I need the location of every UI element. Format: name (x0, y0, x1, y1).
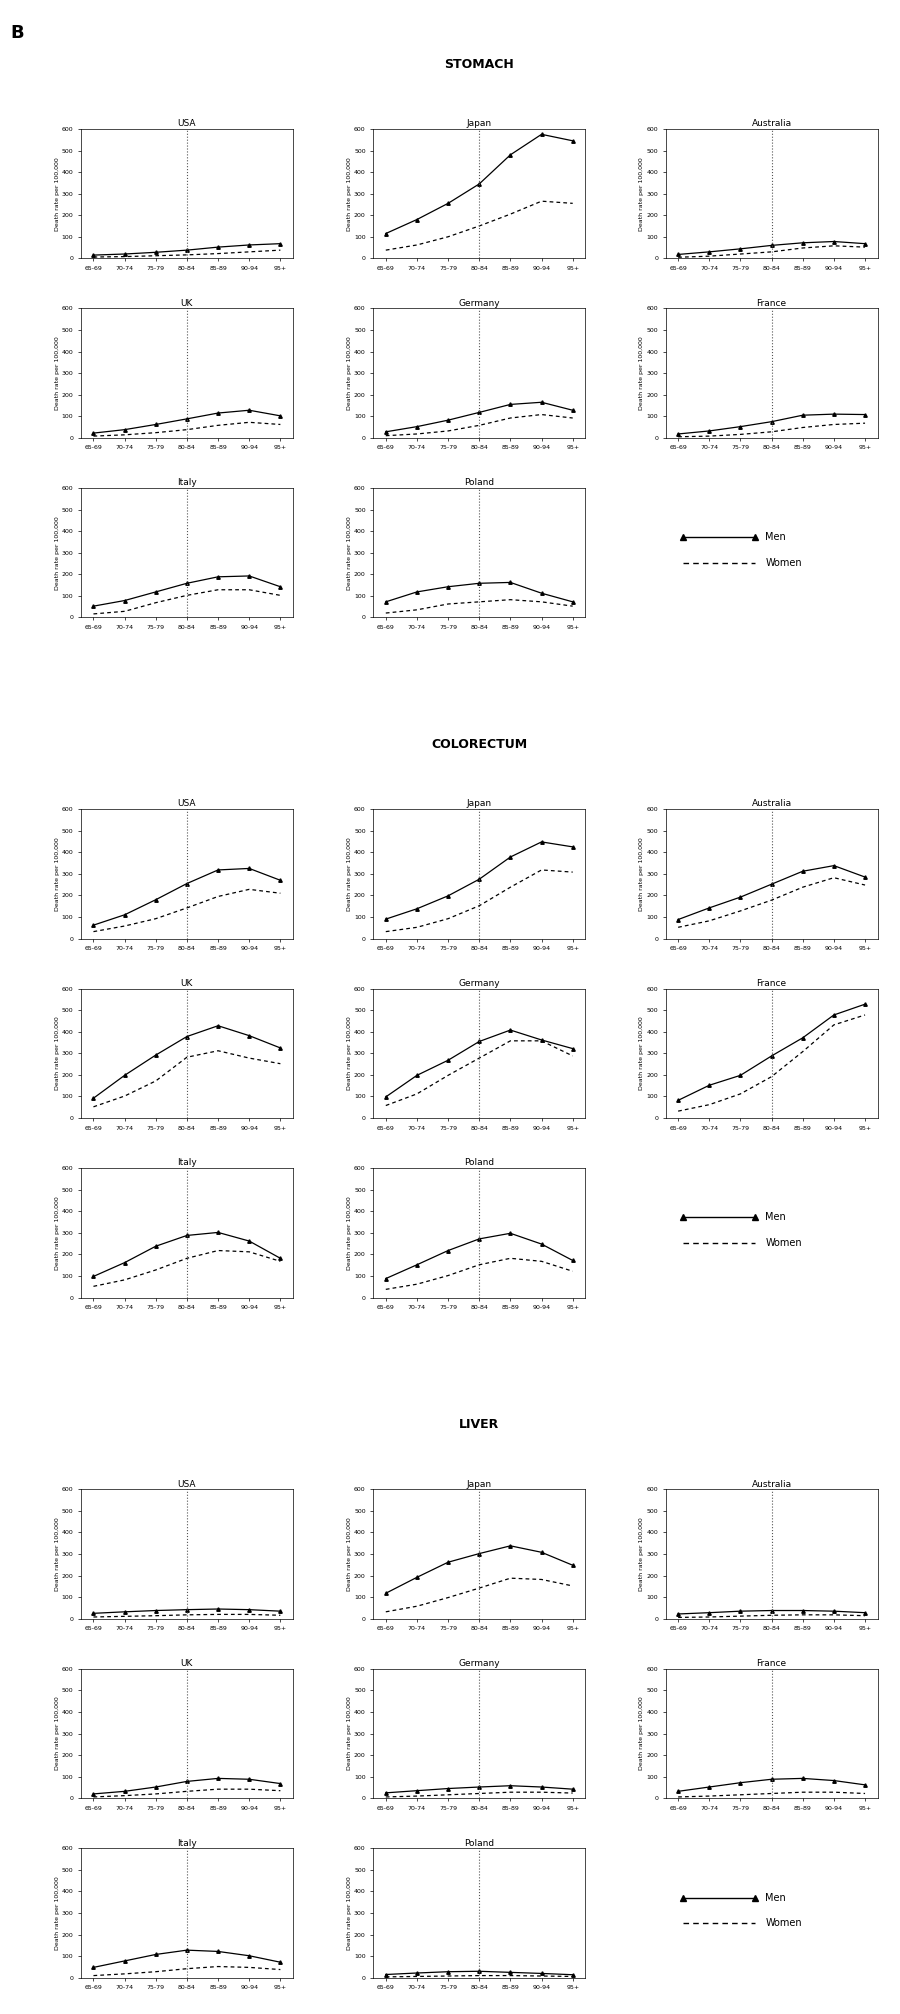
Title: Poland: Poland (464, 1839, 494, 1847)
Title: France: France (757, 298, 787, 308)
Title: Japan: Japan (467, 800, 491, 808)
Y-axis label: Death rate per 100,000: Death rate per 100,000 (55, 838, 59, 910)
Title: Poland: Poland (464, 1158, 494, 1168)
Y-axis label: Death rate per 100,000: Death rate per 100,000 (346, 157, 352, 230)
Text: Women: Women (765, 1919, 802, 1927)
Text: B: B (11, 24, 24, 42)
Text: Women: Women (765, 1239, 802, 1249)
Title: UK: UK (181, 1660, 194, 1668)
Title: Germany: Germany (458, 979, 500, 989)
Title: UK: UK (181, 979, 194, 989)
Title: Italy: Italy (177, 1158, 197, 1168)
Y-axis label: Death rate per 100,000: Death rate per 100,000 (639, 1017, 644, 1090)
Y-axis label: Death rate per 100,000: Death rate per 100,000 (346, 1877, 352, 1950)
Y-axis label: Death rate per 100,000: Death rate per 100,000 (346, 336, 352, 411)
Y-axis label: Death rate per 100,000: Death rate per 100,000 (55, 516, 59, 590)
Text: STOMACH: STOMACH (445, 58, 514, 70)
Y-axis label: Death rate per 100,000: Death rate per 100,000 (346, 516, 352, 590)
Title: USA: USA (177, 119, 196, 129)
Text: COLORECTUM: COLORECTUM (431, 739, 527, 751)
Y-axis label: Death rate per 100,000: Death rate per 100,000 (55, 1517, 59, 1591)
Title: Australia: Australia (752, 800, 792, 808)
Y-axis label: Death rate per 100,000: Death rate per 100,000 (55, 1017, 59, 1090)
Y-axis label: Death rate per 100,000: Death rate per 100,000 (346, 838, 352, 910)
Y-axis label: Death rate per 100,000: Death rate per 100,000 (346, 1696, 352, 1770)
Y-axis label: Death rate per 100,000: Death rate per 100,000 (346, 1196, 352, 1269)
Y-axis label: Death rate per 100,000: Death rate per 100,000 (639, 336, 644, 411)
Text: Men: Men (765, 1212, 786, 1222)
Title: Germany: Germany (458, 1660, 500, 1668)
Y-axis label: Death rate per 100,000: Death rate per 100,000 (639, 157, 644, 230)
Y-axis label: Death rate per 100,000: Death rate per 100,000 (55, 1196, 59, 1269)
Y-axis label: Death rate per 100,000: Death rate per 100,000 (639, 1517, 644, 1591)
Y-axis label: Death rate per 100,000: Death rate per 100,000 (55, 157, 59, 230)
Title: Japan: Japan (467, 119, 491, 129)
Title: Japan: Japan (467, 1480, 491, 1488)
Text: Men: Men (765, 532, 786, 542)
Y-axis label: Death rate per 100,000: Death rate per 100,000 (55, 1877, 59, 1950)
Y-axis label: Death rate per 100,000: Death rate per 100,000 (346, 1017, 352, 1090)
Y-axis label: Death rate per 100,000: Death rate per 100,000 (55, 1696, 59, 1770)
Title: Australia: Australia (752, 1480, 792, 1488)
Title: France: France (757, 1660, 787, 1668)
Title: Germany: Germany (458, 298, 500, 308)
Title: Australia: Australia (752, 119, 792, 129)
Y-axis label: Death rate per 100,000: Death rate per 100,000 (639, 1696, 644, 1770)
Text: Women: Women (765, 558, 802, 568)
Title: Italy: Italy (177, 477, 197, 487)
Y-axis label: Death rate per 100,000: Death rate per 100,000 (346, 1517, 352, 1591)
Title: France: France (757, 979, 787, 989)
Title: Poland: Poland (464, 477, 494, 487)
Title: USA: USA (177, 1480, 196, 1488)
Title: UK: UK (181, 298, 194, 308)
Text: Men: Men (765, 1893, 786, 1903)
Y-axis label: Death rate per 100,000: Death rate per 100,000 (639, 838, 644, 910)
Title: Italy: Italy (177, 1839, 197, 1847)
Title: USA: USA (177, 800, 196, 808)
Y-axis label: Death rate per 100,000: Death rate per 100,000 (55, 336, 59, 411)
Text: LIVER: LIVER (459, 1418, 500, 1432)
